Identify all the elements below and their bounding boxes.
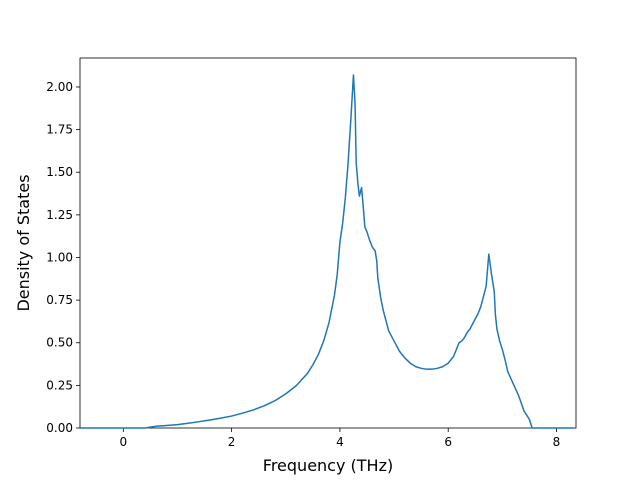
series-layer xyxy=(80,74,574,429)
x-axis-label: Frequency (THz) xyxy=(263,456,393,475)
y-tick-label: 2.00 xyxy=(46,80,73,94)
y-tick-label: 1.00 xyxy=(46,250,73,264)
x-tick-label: 2 xyxy=(228,435,236,449)
y-tick-label: 1.75 xyxy=(46,123,73,137)
y-axis-label: Density of States xyxy=(14,174,33,311)
y-tick-label: 1.50 xyxy=(46,165,73,179)
y-tick-label: 0.25 xyxy=(46,378,73,392)
dos-series-line xyxy=(80,74,574,429)
x-tick-label: 8 xyxy=(553,435,561,449)
y-tick-label: 1.25 xyxy=(46,208,73,222)
y-tick-label: 0.75 xyxy=(46,293,73,307)
y-axis-ticks: 0.00 0.25 0.50 0.75 1.00 1.25 1.50 1.75 2.00 xyxy=(46,80,80,435)
plot-area xyxy=(79,57,577,429)
x-tick-label: 6 xyxy=(444,435,452,449)
x-tick-label: 4 xyxy=(336,435,344,449)
y-tick-label: 0.50 xyxy=(46,336,73,350)
x-axis-ticks: 0 2 4 6 8 xyxy=(119,428,560,449)
x-tick-label: 0 xyxy=(119,435,127,449)
y-tick-label: 0.00 xyxy=(46,421,73,435)
